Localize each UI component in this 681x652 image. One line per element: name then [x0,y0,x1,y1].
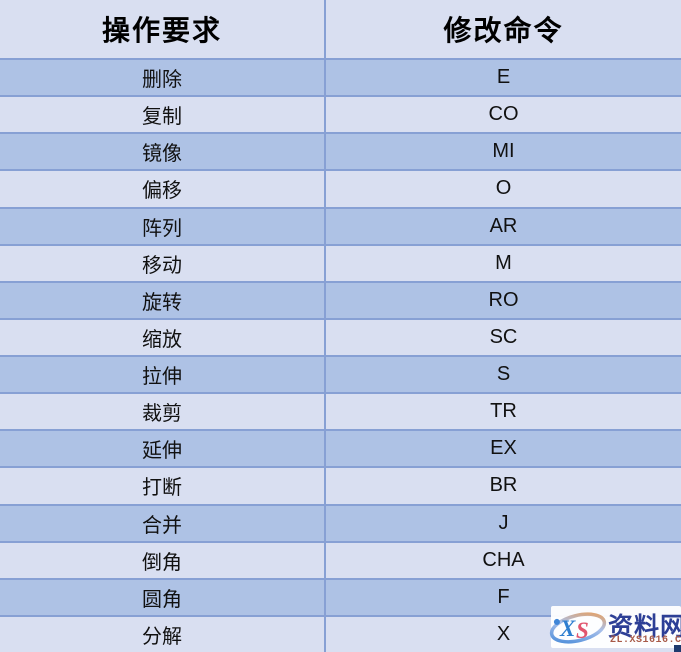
operation-cell: 倒角 [0,542,326,578]
command-cell: BR [489,474,518,497]
operation-cell: 拉伸 [0,357,326,393]
table-body: 删除 E 复制 CO 镜像 MI 偏移 O 阵列 AR 移动 M 旋转 RO 缩… [0,58,681,652]
operation-cell: 缩放 [0,319,326,355]
table-row: 镜像 MI [0,132,681,170]
command-cell: S [496,363,511,386]
table-row: 偏移 O [0,169,681,207]
command-cell: EX [490,437,517,460]
table-row: 圆角 F [0,577,681,615]
operation-cell: 分解 [0,616,326,652]
watermark: X S 资料网 ZL.XS1616.COM [549,606,681,648]
command-cell: E [496,66,511,89]
operation-cell: 偏移 [0,171,326,207]
command-cell: SC [489,325,518,348]
table-row: 删除 E [0,58,681,96]
command-cell: M [495,251,512,274]
logo-letter-x: X [559,616,576,641]
table-row: 移动 M [0,243,681,281]
table-row: 复制 CO [0,95,681,133]
watermark-site-name: 资料网 [608,613,681,641]
table-row: 拉伸 S [0,355,681,393]
table-row: 倒角 CHA [0,540,681,578]
command-cell: MI [492,140,515,163]
operation-cell: 裁剪 [0,394,326,430]
table-row: 裁剪 TR [0,392,681,430]
watermark-url: ZL.XS1616.COM [610,635,681,646]
command-cell: F [497,585,510,608]
command-cell: TR [490,400,517,423]
logo-dot [553,618,560,625]
table-row: 打断 BR [0,466,681,504]
operation-cell: 旋转 [0,282,326,318]
operation-cell: 打断 [0,468,326,504]
command-cell: AR [489,214,518,237]
operation-cell: 延伸 [0,431,326,467]
command-cell: X [496,622,511,645]
operation-cell: 移动 [0,245,326,281]
xs-logo-icon: X S [549,612,607,644]
operation-cell: 镜像 [0,134,326,170]
operation-cell: 合并 [0,505,326,541]
command-cell: CO [488,103,519,126]
watermark-corner-square [674,645,681,652]
command-cell: J [498,511,509,534]
logo-letter-s: S [576,618,589,643]
operation-cell: 复制 [0,97,326,133]
table-row: 缩放 SC [0,317,681,355]
table-row: 合并 J [0,503,681,541]
operation-cell: 圆角 [0,579,326,615]
command-cell: RO [488,288,519,311]
table-row: 延伸 EX [0,429,681,467]
table-row: 阵列 AR [0,206,681,244]
command-cell: O [495,177,512,200]
operation-cell: 阵列 [0,208,326,244]
table-header-row: 操作要求 修改命令 [0,0,681,58]
operation-cell: 删除 [0,60,326,96]
column-header-command: 修改命令 [443,15,564,46]
command-cell: CHA [482,548,525,571]
table-row: 旋转 RO [0,280,681,318]
column-header-operation: 操作要求 [0,0,326,58]
logo-ellipse [549,612,607,644]
